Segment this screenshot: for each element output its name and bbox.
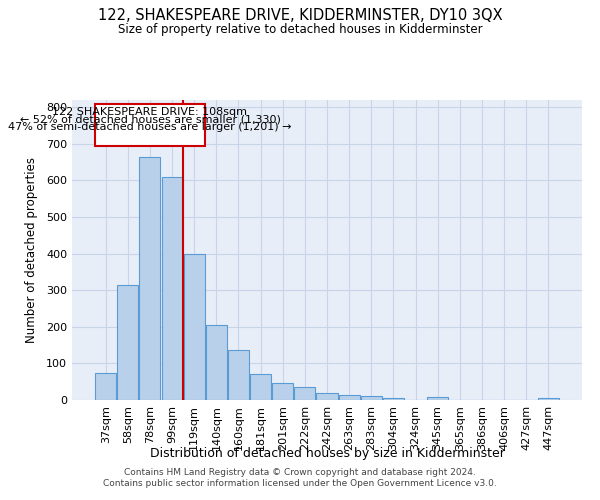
- Y-axis label: Number of detached properties: Number of detached properties: [25, 157, 38, 343]
- FancyBboxPatch shape: [95, 104, 205, 146]
- Text: 47% of semi-detached houses are larger (1,201) →: 47% of semi-detached houses are larger (…: [8, 122, 292, 132]
- Bar: [184, 254, 205, 400]
- Text: Distribution of detached houses by size in Kidderminster: Distribution of detached houses by size …: [149, 448, 505, 460]
- Bar: [383, 398, 404, 400]
- Text: Contains HM Land Registry data © Crown copyright and database right 2024.
Contai: Contains HM Land Registry data © Crown c…: [103, 468, 497, 487]
- Bar: [361, 396, 382, 400]
- Text: 122 SHAKESPEARE DRIVE: 108sqm: 122 SHAKESPEARE DRIVE: 108sqm: [52, 108, 247, 118]
- Text: Size of property relative to detached houses in Kidderminster: Size of property relative to detached ho…: [118, 22, 482, 36]
- Bar: [161, 177, 182, 400]
- Bar: [316, 392, 338, 400]
- Bar: [95, 372, 116, 400]
- Text: ← 52% of detached houses are smaller (1,330): ← 52% of detached houses are smaller (1,…: [20, 114, 280, 124]
- Bar: [427, 398, 448, 400]
- Bar: [250, 374, 271, 400]
- Bar: [118, 285, 139, 400]
- Bar: [272, 383, 293, 400]
- Bar: [139, 156, 160, 400]
- Bar: [338, 394, 359, 400]
- Bar: [228, 350, 249, 400]
- Bar: [206, 325, 227, 400]
- Bar: [295, 387, 316, 400]
- Text: 122, SHAKESPEARE DRIVE, KIDDERMINSTER, DY10 3QX: 122, SHAKESPEARE DRIVE, KIDDERMINSTER, D…: [98, 8, 502, 22]
- Bar: [538, 398, 559, 400]
